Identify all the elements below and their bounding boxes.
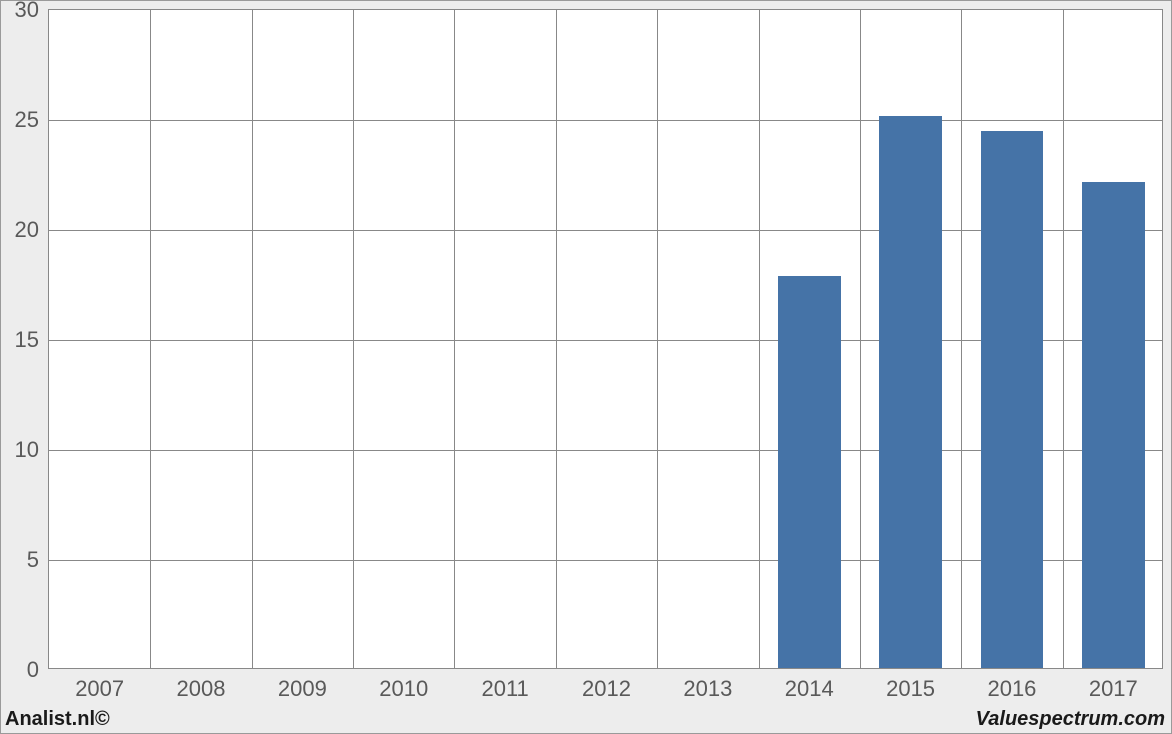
x-axis-tick-label: 2007 xyxy=(75,676,124,702)
plot-area: 0510152025302007200820092010201120122013… xyxy=(48,9,1163,669)
bar xyxy=(981,131,1044,668)
grid-line-vertical xyxy=(454,10,455,668)
x-axis-tick-label: 2017 xyxy=(1089,676,1138,702)
grid-line-vertical xyxy=(860,10,861,668)
x-axis-tick-label: 2008 xyxy=(177,676,226,702)
x-axis-tick-label: 2011 xyxy=(481,676,528,702)
x-axis-tick-label: 2015 xyxy=(886,676,935,702)
y-axis-tick-label: 0 xyxy=(27,657,39,683)
chart-container: 0 5 10 15 20 25 30 2007 2008 2009 2010 2011 2012 2013… xyxy=(0,0,1172,734)
y-axis-tick-label: 15 xyxy=(15,327,39,353)
x-axis-tick-label: 2016 xyxy=(987,676,1036,702)
grid-line-vertical xyxy=(353,10,354,668)
grid-line-vertical xyxy=(252,10,253,668)
x-axis-tick-label: 2010 xyxy=(379,676,428,702)
y-axis-tick-label: 10 xyxy=(15,437,39,463)
grid-line-vertical xyxy=(759,10,760,668)
grid-line-vertical xyxy=(1063,10,1064,668)
bar xyxy=(879,116,942,668)
grid-line-vertical xyxy=(961,10,962,668)
bar xyxy=(778,276,841,668)
grid-line-vertical xyxy=(150,10,151,668)
x-axis-tick-label: 2009 xyxy=(278,676,327,702)
y-axis-tick-label: 30 xyxy=(15,0,39,23)
y-axis-tick-label: 25 xyxy=(15,107,39,133)
grid-line-horizontal xyxy=(49,120,1162,121)
grid-line-vertical xyxy=(556,10,557,668)
bar xyxy=(1082,182,1145,668)
grid-line-vertical xyxy=(657,10,658,668)
footer-left-text: Analist.nl© xyxy=(5,708,110,731)
x-axis-tick-label: 2014 xyxy=(785,676,834,702)
x-axis-tick-label: 2013 xyxy=(683,676,732,702)
footer-right-text: Valuespectrum.com xyxy=(976,708,1165,731)
y-axis-tick-label: 20 xyxy=(15,217,39,243)
x-axis-tick-label: 2012 xyxy=(582,676,631,702)
y-axis-tick-label: 5 xyxy=(27,547,39,573)
